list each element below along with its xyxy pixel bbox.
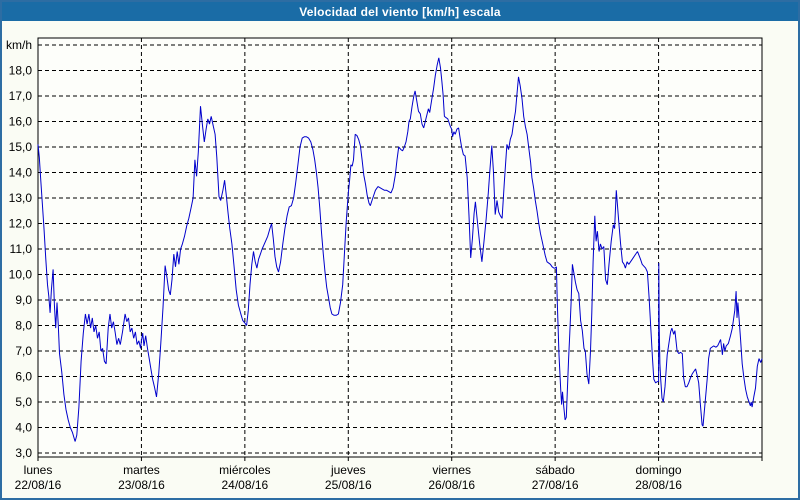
window-title: Velocidad del viento [km/h] escala bbox=[299, 4, 501, 19]
y-tick-label: 7,0 bbox=[15, 344, 32, 358]
day-label: miércoles bbox=[219, 463, 270, 477]
y-tick-label: 10,0 bbox=[9, 268, 33, 282]
chart-area: 18,0 17,0 16,0 15,0 14,0 13,0 12,0 11,0 10,0 9,0 8… bbox=[2, 21, 798, 498]
date-label: 25/08/16 bbox=[325, 478, 372, 492]
window-titlebar: Velocidad del viento [km/h] escala bbox=[2, 2, 798, 21]
day-label: sábado bbox=[535, 463, 575, 477]
date-label: 27/08/16 bbox=[532, 478, 579, 492]
plot-area bbox=[37, 37, 763, 458]
y-tick-label: 11,0 bbox=[10, 242, 33, 256]
wind-speed-line bbox=[37, 57, 763, 442]
wind-speed-chart: 18,0 17,0 16,0 15,0 14,0 13,0 12,0 11,0 10,0 9,0 8… bbox=[6, 37, 763, 492]
y-tick-label: 5,0 bbox=[15, 395, 32, 409]
day-label: viernes bbox=[432, 463, 471, 477]
y-tick-label: 13,0 bbox=[9, 191, 33, 205]
y-tick-label: 14,0 bbox=[9, 166, 33, 180]
date-label: 24/08/16 bbox=[221, 478, 268, 492]
date-label: 26/08/16 bbox=[428, 478, 475, 492]
date-label: 23/08/16 bbox=[118, 478, 165, 492]
date-label: 28/08/16 bbox=[635, 478, 682, 492]
y-tick-label: 16,0 bbox=[9, 115, 33, 129]
y-tick-label: 6,0 bbox=[15, 370, 32, 384]
y-tick-label: 9,0 bbox=[15, 293, 32, 307]
y-tick-label: 15,0 bbox=[9, 140, 33, 154]
y-tick-label: 8,0 bbox=[15, 319, 32, 333]
y-tick-label: 12,0 bbox=[9, 217, 33, 231]
y-axis-unit-label: km/h bbox=[6, 38, 32, 52]
date-label: 22/08/16 bbox=[15, 478, 62, 492]
day-label: jueves bbox=[330, 463, 366, 477]
y-tick-label: 3,0 bbox=[15, 446, 32, 460]
y-tick-label: 17,0 bbox=[9, 89, 33, 103]
day-label: martes bbox=[123, 463, 160, 477]
day-label: domingo bbox=[636, 463, 682, 477]
y-tick-label: 18,0 bbox=[9, 64, 33, 78]
y-tick-label: 4,0 bbox=[15, 421, 32, 435]
day-label: lunes bbox=[24, 463, 53, 477]
